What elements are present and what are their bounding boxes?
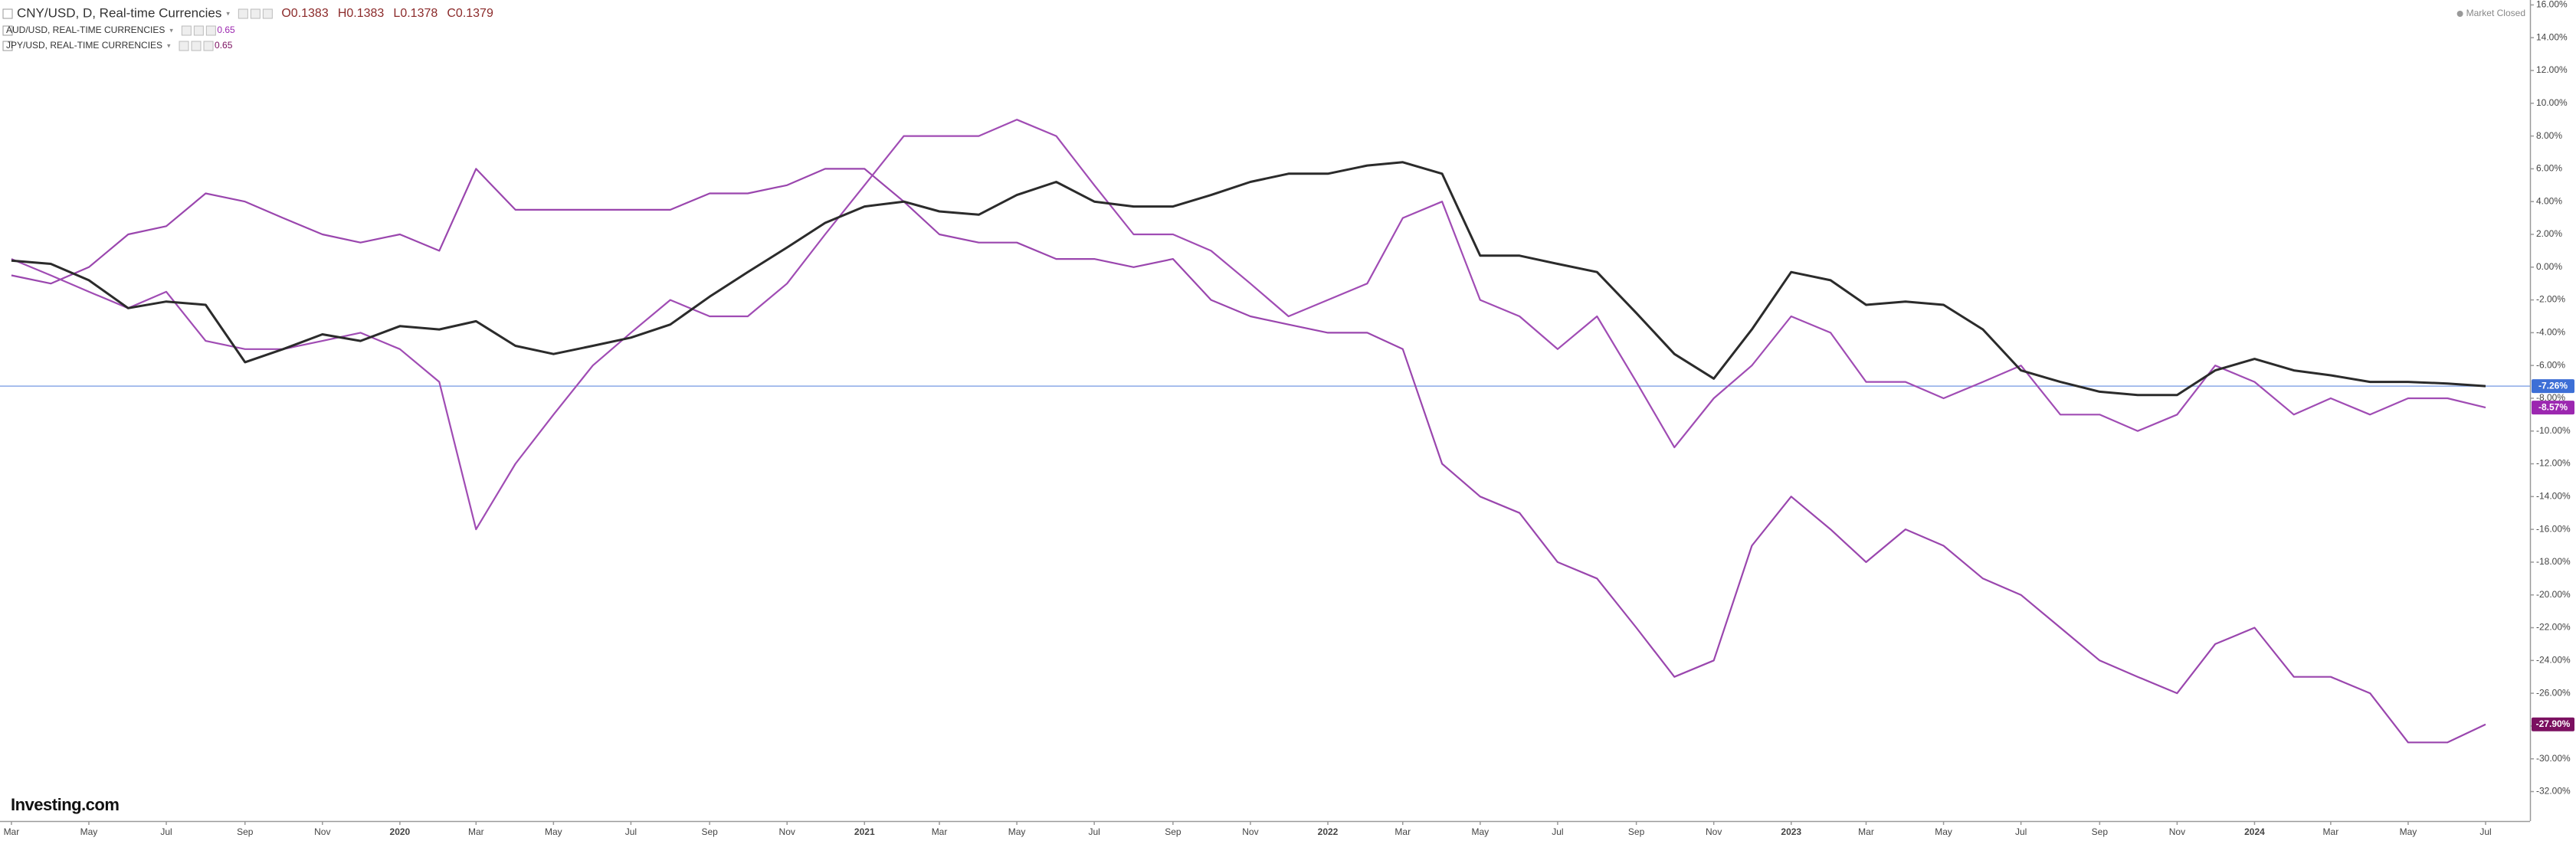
- last-value-label: -27.90%: [2536, 718, 2571, 729]
- x-tick-label: Jul: [1552, 826, 1563, 837]
- y-tick-label: 0.00%: [2536, 261, 2562, 272]
- status-dot: [2456, 11, 2463, 17]
- legend-name: AUD/USD, REAL-TIME CURRENCIES: [6, 25, 165, 35]
- legend-button[interactable]: [181, 25, 192, 36]
- y-tick-label: -4.00%: [2536, 327, 2565, 338]
- x-tick-label: Nov: [2169, 826, 2185, 837]
- y-tick-label: 14.00%: [2536, 31, 2568, 42]
- quote-value: L0.1378: [393, 7, 438, 20]
- quote-value: H0.1383: [338, 7, 385, 20]
- legend-button[interactable]: [250, 8, 261, 19]
- legend-button[interactable]: [191, 41, 202, 51]
- x-tick-label: 2023: [1781, 826, 1801, 837]
- x-tick-label: Jul: [625, 826, 637, 837]
- x-tick-label: May: [545, 826, 562, 837]
- legend-toggle: [2, 41, 13, 51]
- y-tick-label: 10.00%: [2536, 97, 2568, 108]
- x-tick-label: Mar: [1395, 826, 1411, 837]
- x-tick-label: 2022: [1318, 826, 1339, 837]
- x-tick-label: Jul: [1088, 826, 1100, 837]
- x-tick-label: Sep: [237, 826, 254, 837]
- series-line: [11, 119, 2486, 531]
- legend-toggle: [2, 8, 13, 19]
- x-tick-label: Mar: [4, 826, 20, 837]
- y-tick-label: -2.00%: [2536, 294, 2565, 305]
- x-tick-label: Nov: [1242, 826, 1258, 837]
- x-tick-label: May: [80, 826, 98, 837]
- x-tick-label: Mar: [932, 826, 948, 837]
- legend-name: CNY/USD, D, Real-time Currencies: [17, 5, 221, 20]
- legend-toggle: [2, 25, 13, 36]
- last-value-label: -7.26%: [2538, 380, 2568, 391]
- x-tick-label: Jul: [2479, 826, 2491, 837]
- x-tick-label: 2024: [2244, 826, 2265, 837]
- y-tick-label: 16.00%: [2536, 0, 2568, 10]
- market-status: Market Closed: [2466, 8, 2525, 18]
- legend-price: 0.65: [217, 25, 235, 35]
- legend-name: JPY/USD, REAL-TIME CURRENCIES: [6, 40, 162, 51]
- legend-caret: ▾: [169, 26, 173, 34]
- y-tick-label: 4.00%: [2536, 195, 2562, 206]
- x-tick-label: Jul: [160, 826, 172, 837]
- legend-caret: ▾: [226, 9, 230, 17]
- x-tick-label: Nov: [779, 826, 795, 837]
- legend-button[interactable]: [193, 25, 204, 36]
- x-tick-label: Sep: [1628, 826, 1645, 837]
- legend-button[interactable]: [238, 8, 248, 19]
- x-tick-label: Mar: [1858, 826, 1874, 837]
- series-line: [11, 168, 2486, 744]
- brand-logo: Investing.com: [11, 795, 119, 814]
- legend-button[interactable]: [203, 41, 214, 51]
- y-tick-label: 6.00%: [2536, 163, 2562, 174]
- x-tick-label: Nov: [1706, 826, 1722, 837]
- y-tick-label: 12.00%: [2536, 64, 2568, 75]
- legend-price: 0.65: [215, 40, 233, 51]
- y-tick-label: -24.00%: [2536, 654, 2571, 665]
- last-value-tag: [2532, 717, 2574, 731]
- x-tick-label: 2020: [390, 826, 411, 837]
- legend-button[interactable]: [262, 8, 273, 19]
- y-tick-label: -20.00%: [2536, 589, 2571, 600]
- y-tick-label: -12.00%: [2536, 458, 2571, 469]
- y-tick-label: -26.00%: [2536, 687, 2571, 698]
- y-tick-label: -6.00%: [2536, 359, 2565, 370]
- x-tick-label: Mar: [2323, 826, 2339, 837]
- x-tick-label: Sep: [2092, 826, 2109, 837]
- y-tick-label: -22.00%: [2536, 622, 2571, 633]
- y-tick-label: -8.00%: [2536, 392, 2565, 403]
- last-value-label: -8.57%: [2538, 401, 2568, 412]
- x-tick-label: May: [1008, 826, 1026, 837]
- y-tick-label: -18.00%: [2536, 556, 2571, 567]
- y-tick-label: 2.00%: [2536, 228, 2562, 239]
- x-tick-label: Mar: [468, 826, 484, 837]
- legend-caret: ▾: [167, 41, 171, 49]
- x-tick-label: Jul: [2015, 826, 2027, 837]
- x-tick-label: May: [2400, 826, 2417, 837]
- y-tick-label: -16.00%: [2536, 523, 2571, 534]
- last-value-tag: [2532, 401, 2574, 415]
- y-tick-label: -14.00%: [2536, 491, 2571, 502]
- x-tick-label: May: [1935, 826, 1952, 837]
- x-tick-label: Sep: [1165, 826, 1181, 837]
- legend-button[interactable]: [205, 25, 216, 36]
- quote-value: O0.1383: [281, 7, 328, 20]
- y-tick-label: -32.00%: [2536, 786, 2571, 797]
- x-tick-label: May: [1471, 826, 1489, 837]
- y-tick-label: -10.00%: [2536, 425, 2571, 436]
- x-tick-label: Sep: [701, 826, 718, 837]
- plot-area: [0, 119, 2530, 744]
- x-tick-label: Nov: [314, 826, 330, 837]
- legend-button[interactable]: [179, 41, 189, 51]
- series-line: [11, 161, 2486, 397]
- quote-value: C0.1379: [447, 7, 493, 20]
- last-value-tag: [2532, 379, 2574, 394]
- x-tick-label: 2021: [854, 826, 875, 837]
- y-tick-label: -30.00%: [2536, 753, 2571, 764]
- y-tick-label: 8.00%: [2536, 130, 2562, 141]
